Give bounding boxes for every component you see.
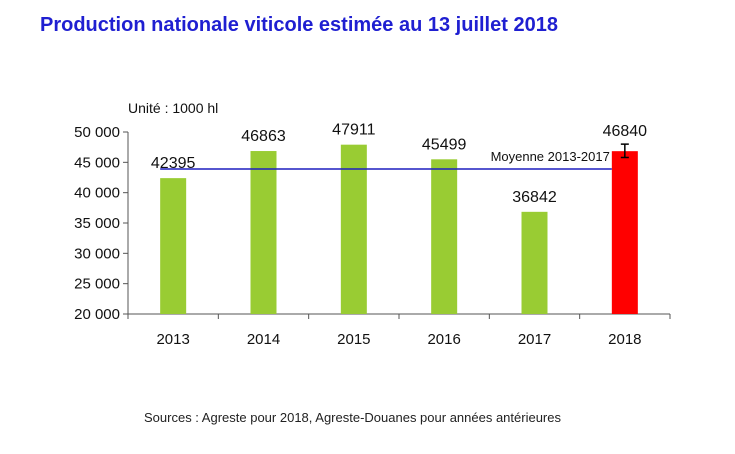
data-label-2014: 46863	[241, 128, 286, 145]
x-tick-label: 2016	[427, 331, 460, 348]
average-label: Moyenne 2013-2017	[491, 149, 610, 164]
y-tick-label: 40 000	[74, 185, 120, 202]
y-axis: 20 000 25 000 30 000 35 000 40 000 45 000 50 0…	[74, 124, 129, 323]
average-line-group: Moyenne 2013-2017	[160, 143, 629, 170]
x-axis: 2013 2014 2015 2016 2017 2018	[127, 313, 671, 348]
bar-2016	[431, 159, 458, 314]
data-label-2017: 36842	[512, 189, 557, 206]
y-tick-label: 30 000	[74, 245, 120, 262]
y-tick-label: 35 000	[74, 215, 120, 232]
bar-2013	[160, 178, 187, 314]
x-tick-label: 2018	[608, 331, 641, 348]
bar-2015	[340, 144, 367, 314]
bar-chart: Unité : 1000 hl 20 000 25 000 30 000 35 000…	[74, 100, 671, 348]
x-tick-label: 2014	[247, 331, 280, 348]
data-label-2018: 46840	[603, 123, 648, 140]
unit-label: Unité : 1000 hl	[128, 100, 218, 116]
bar-2014	[250, 151, 277, 314]
y-tick-label: 25 000	[74, 276, 120, 293]
x-tick-label: 2015	[337, 331, 370, 348]
x-tick-label: 2013	[156, 331, 189, 348]
x-tick-label: 2017	[518, 331, 551, 348]
data-label-2016: 45499	[422, 136, 467, 153]
chart-title: Production nationale viticole estimée au…	[40, 14, 558, 36]
bar-2017	[521, 211, 548, 314]
data-label-2015: 47911	[332, 122, 375, 139]
data-labels: 42395 46863 47911 45499 36842 46840	[151, 122, 647, 206]
bars	[160, 144, 638, 314]
y-tick-label: 50 000	[74, 124, 120, 141]
data-label-2013: 42395	[151, 155, 196, 172]
y-tick-label: 45 000	[74, 154, 120, 171]
source-note: Sources : Agreste pour 2018, Agreste-Dou…	[144, 410, 561, 425]
bar-2018	[611, 151, 638, 314]
y-tick-label: 20 000	[74, 306, 120, 323]
